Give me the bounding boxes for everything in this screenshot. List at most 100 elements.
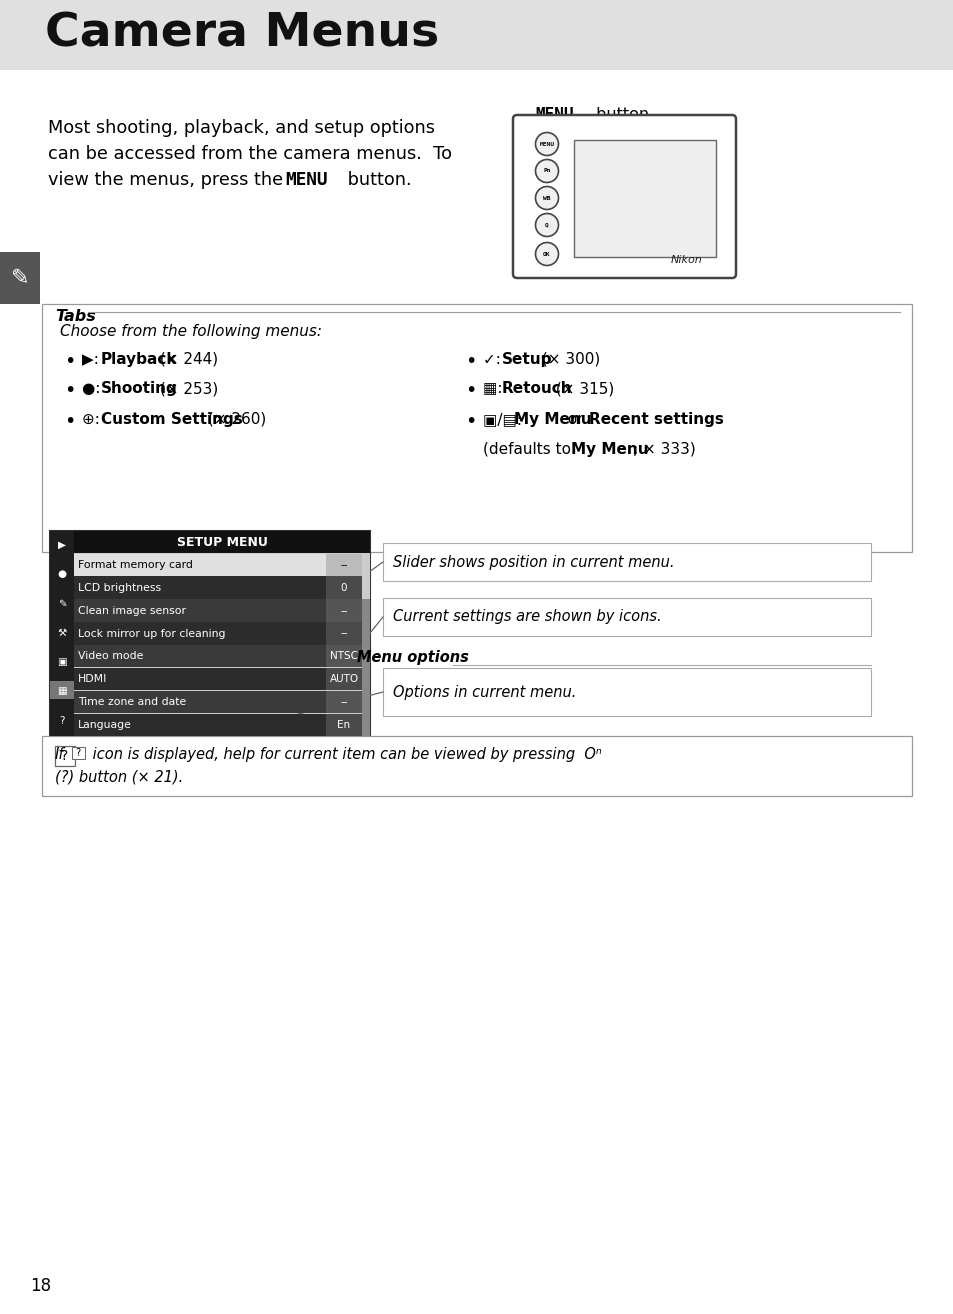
FancyBboxPatch shape xyxy=(50,682,74,699)
FancyBboxPatch shape xyxy=(326,714,361,736)
FancyBboxPatch shape xyxy=(42,304,911,552)
Text: Lock mirror up for cleaning: Lock mirror up for cleaning xyxy=(78,628,225,639)
FancyBboxPatch shape xyxy=(74,714,326,736)
Text: Tabs: Tabs xyxy=(55,309,95,325)
Circle shape xyxy=(535,133,558,155)
FancyBboxPatch shape xyxy=(74,577,326,599)
FancyBboxPatch shape xyxy=(361,553,370,599)
Text: Menu options: Menu options xyxy=(356,650,468,665)
Text: ✎: ✎ xyxy=(10,268,30,288)
Text: (× 253): (× 253) xyxy=(155,381,218,396)
FancyBboxPatch shape xyxy=(71,746,85,759)
FancyBboxPatch shape xyxy=(326,553,361,576)
Text: SETUP MENU: SETUP MENU xyxy=(176,536,267,548)
Text: OK: OK xyxy=(542,251,550,256)
Text: Time zone and date: Time zone and date xyxy=(78,698,186,707)
FancyBboxPatch shape xyxy=(74,668,326,690)
Text: Options in current menu.: Options in current menu. xyxy=(393,685,576,699)
Text: (?) button (× 21).: (?) button (× 21). xyxy=(55,769,183,784)
Text: --: -- xyxy=(340,560,348,570)
Text: Retouch: Retouch xyxy=(501,381,572,396)
Text: My Menu: My Menu xyxy=(571,442,648,457)
Text: ▦:: ▦: xyxy=(482,381,507,396)
Text: (× 260): (× 260) xyxy=(203,413,266,427)
Text: view the menus, press the: view the menus, press the xyxy=(48,171,289,189)
Text: ▦: ▦ xyxy=(57,686,67,696)
FancyBboxPatch shape xyxy=(326,691,361,714)
Text: Playback: Playback xyxy=(101,352,177,367)
Text: ; × 333): ; × 333) xyxy=(633,442,695,457)
Text: Camera Menus: Camera Menus xyxy=(45,12,438,57)
Text: HDMI: HDMI xyxy=(78,674,108,685)
Text: ▶:: ▶: xyxy=(82,352,104,367)
Text: icon is displayed, help for current item can be viewed by pressing  Oⁿ: icon is displayed, help for current item… xyxy=(88,746,601,762)
Text: button.: button. xyxy=(341,171,411,189)
Text: Recent settings: Recent settings xyxy=(589,413,723,427)
Text: •: • xyxy=(64,413,75,431)
Text: button: button xyxy=(590,106,648,122)
Text: Choose from the following menus:: Choose from the following menus: xyxy=(60,325,322,339)
Circle shape xyxy=(535,243,558,265)
Text: Pn: Pn xyxy=(542,168,550,173)
FancyBboxPatch shape xyxy=(55,746,75,766)
Text: (× 300): (× 300) xyxy=(537,352,599,367)
Text: Slider shows position in current menu.: Slider shows position in current menu. xyxy=(393,555,674,569)
Text: Setup: Setup xyxy=(501,352,552,367)
Text: MENU: MENU xyxy=(535,106,573,122)
Text: Format memory card: Format memory card xyxy=(78,560,193,570)
Text: Current settings are shown by icons.: Current settings are shown by icons. xyxy=(393,610,661,624)
FancyBboxPatch shape xyxy=(574,141,716,258)
FancyBboxPatch shape xyxy=(74,599,326,622)
Text: ?: ? xyxy=(75,748,80,758)
FancyBboxPatch shape xyxy=(0,252,40,304)
Text: •: • xyxy=(464,352,476,371)
Text: ●: ● xyxy=(57,569,67,579)
Text: ⊕:: ⊕: xyxy=(82,413,105,427)
FancyBboxPatch shape xyxy=(326,577,361,599)
Circle shape xyxy=(535,213,558,237)
Text: 0: 0 xyxy=(340,583,347,593)
FancyBboxPatch shape xyxy=(361,553,370,736)
Text: Nikon: Nikon xyxy=(670,255,702,265)
Text: •: • xyxy=(64,352,75,371)
Text: WB: WB xyxy=(542,196,550,201)
Text: ?: ? xyxy=(59,716,65,725)
FancyBboxPatch shape xyxy=(326,599,361,622)
Text: ✓:: ✓: xyxy=(482,352,505,367)
Text: Clean image sensor: Clean image sensor xyxy=(78,606,186,616)
Text: •: • xyxy=(464,413,476,431)
Text: or: or xyxy=(563,413,588,427)
Text: •: • xyxy=(464,381,476,399)
Text: Q: Q xyxy=(544,222,548,227)
FancyBboxPatch shape xyxy=(74,645,326,668)
Text: ●:: ●: xyxy=(82,381,105,396)
Text: --: -- xyxy=(340,698,348,707)
FancyBboxPatch shape xyxy=(326,668,361,690)
Text: AUTO: AUTO xyxy=(329,674,358,685)
FancyBboxPatch shape xyxy=(326,645,361,668)
Text: En: En xyxy=(337,720,350,731)
FancyBboxPatch shape xyxy=(74,531,370,553)
FancyBboxPatch shape xyxy=(513,116,735,279)
FancyBboxPatch shape xyxy=(50,531,74,736)
Text: --: -- xyxy=(340,628,348,639)
Circle shape xyxy=(535,187,558,209)
FancyBboxPatch shape xyxy=(74,691,326,714)
Text: Most shooting, playback, and setup options: Most shooting, playback, and setup optio… xyxy=(48,120,435,137)
Text: 18: 18 xyxy=(30,1277,51,1296)
Text: MENU: MENU xyxy=(285,171,327,189)
Text: ⚒: ⚒ xyxy=(57,628,67,637)
FancyBboxPatch shape xyxy=(0,0,953,70)
Text: •: • xyxy=(64,381,75,399)
FancyBboxPatch shape xyxy=(42,736,911,796)
Text: Shooting: Shooting xyxy=(101,381,177,396)
Text: (× 315): (× 315) xyxy=(550,381,614,396)
Text: (× 244): (× 244) xyxy=(155,352,218,367)
FancyBboxPatch shape xyxy=(74,622,326,644)
Text: (defaults to: (defaults to xyxy=(482,442,576,457)
Text: LCD brightness: LCD brightness xyxy=(78,583,161,593)
Text: MENU: MENU xyxy=(539,142,554,146)
FancyBboxPatch shape xyxy=(50,531,370,736)
Text: NTSC: NTSC xyxy=(330,652,357,661)
Text: ?: ? xyxy=(61,749,69,763)
